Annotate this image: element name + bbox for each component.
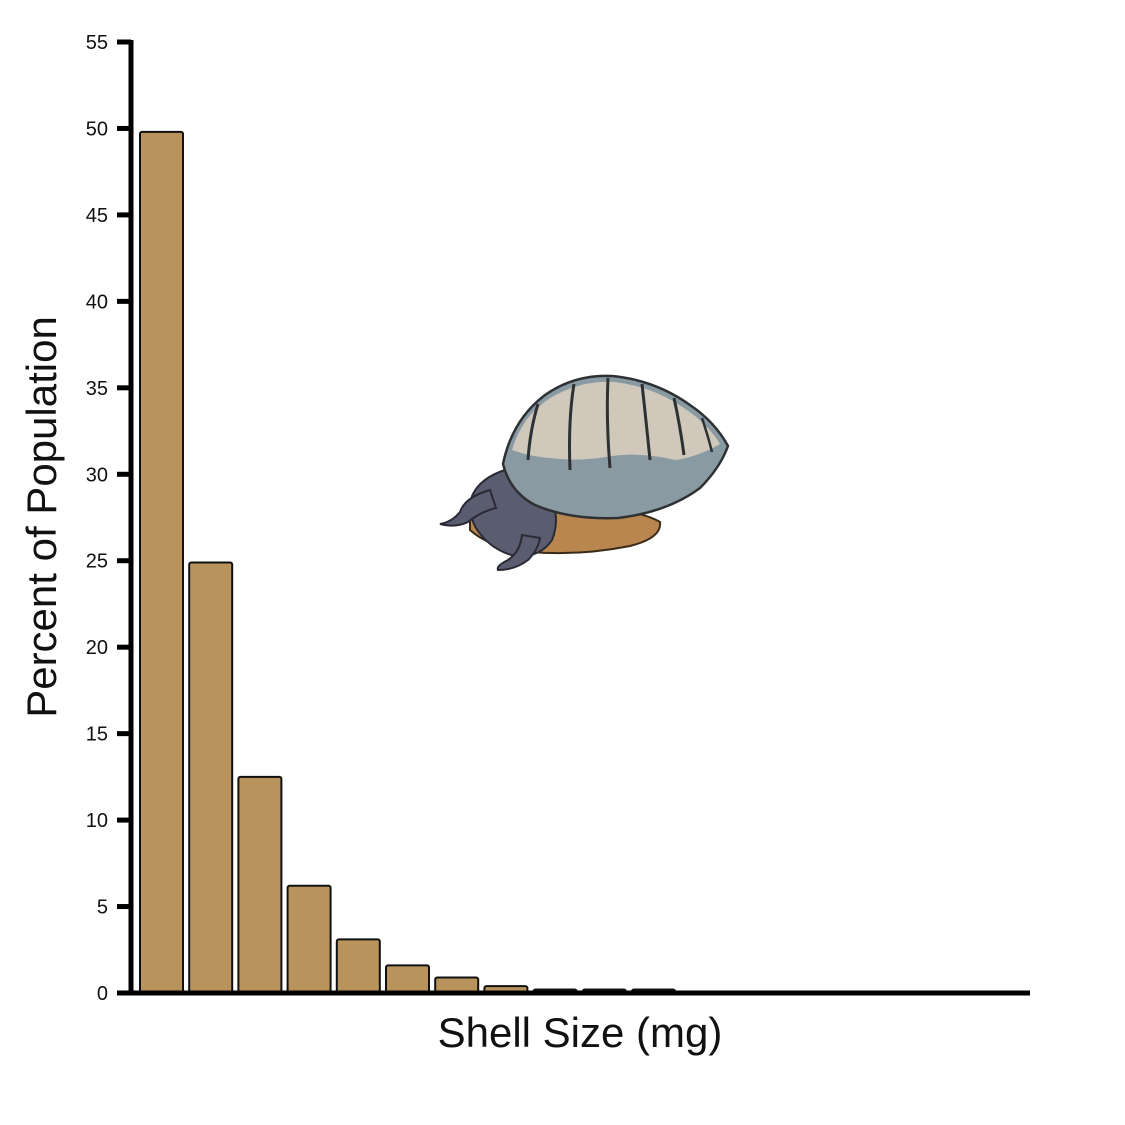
y-tick-label: 35 [86, 378, 108, 400]
bar [286, 884, 332, 995]
snail-icon [439, 374, 730, 572]
bar [335, 938, 381, 995]
y-tick-label: 15 [86, 724, 108, 746]
y-tick-label: 55 [86, 32, 108, 54]
y-tick-label: 30 [86, 464, 108, 486]
y-tick-label: 0 [97, 983, 108, 1005]
bar [139, 130, 184, 994]
y-tick-label: 45 [86, 205, 108, 227]
y-axis-title: Percent of Population [18, 316, 65, 718]
y-tick-label: 20 [86, 637, 108, 659]
y-ticks-group: 0 5 10 15 20 25 30 35 40 45 50 55 [86, 32, 131, 1005]
y-tick-label: 50 [86, 118, 108, 140]
x-axis-title: Shell Size (mg) [438, 1009, 723, 1056]
y-tick-label: 10 [86, 810, 108, 832]
bars-group [139, 130, 676, 995]
bar [385, 964, 430, 994]
bar [188, 561, 234, 994]
bar [237, 775, 283, 995]
y-tick-label: 25 [86, 551, 108, 573]
y-tick-label: 5 [97, 897, 108, 919]
y-tick-label: 40 [86, 291, 108, 313]
